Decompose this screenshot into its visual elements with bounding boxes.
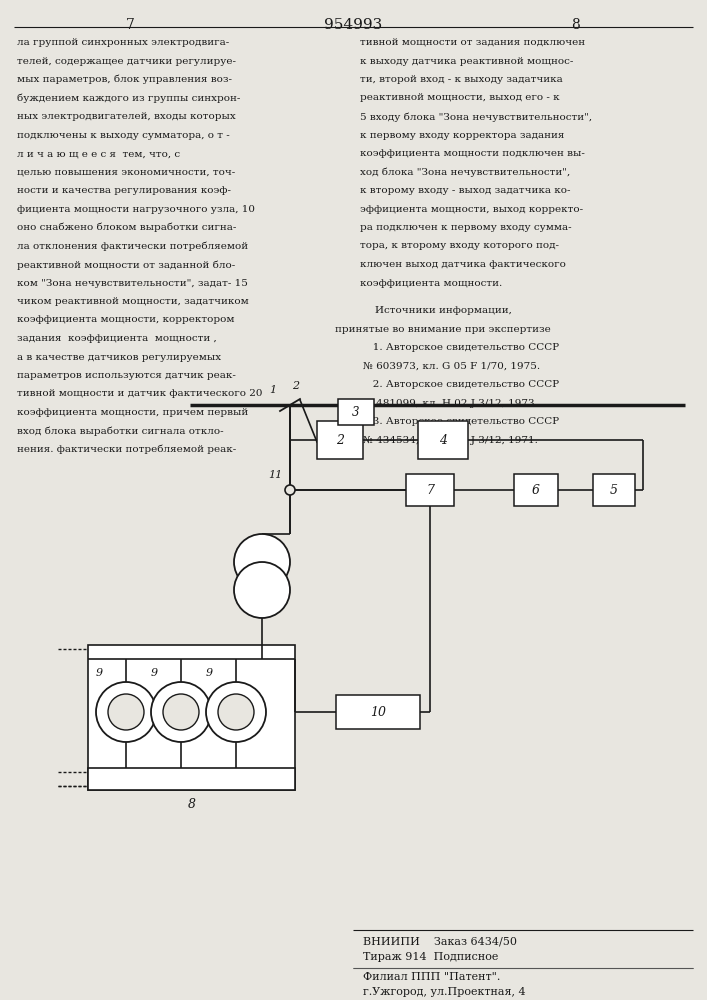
Text: тивной мощности и датчик фактического 20: тивной мощности и датчик фактического 20: [17, 389, 262, 398]
Text: целью повышения экономичности, точ-: целью повышения экономичности, точ-: [17, 167, 235, 176]
Circle shape: [96, 682, 156, 742]
Text: принятые во внимание при экспертизе: принятые во внимание при экспертизе: [335, 325, 551, 334]
Text: эффициента мощности, выход корректо-: эффициента мощности, выход корректо-: [360, 205, 583, 214]
Bar: [88, 645, 295, 790]
Text: 9: 9: [206, 668, 213, 678]
Text: ключен выход датчика фактического: ключен выход датчика фактического: [360, 260, 566, 269]
Text: 954993: 954993: [324, 18, 382, 32]
Text: тора, к второму входу которого под-: тора, к второму входу которого под-: [360, 241, 559, 250]
Circle shape: [206, 682, 266, 742]
Circle shape: [163, 694, 199, 730]
Bar: [406, 474, 454, 506]
Text: ла группой синхронных электродвига-: ла группой синхронных электродвига-: [17, 38, 229, 47]
Circle shape: [234, 534, 290, 590]
Text: 3: 3: [352, 406, 360, 418]
Text: фициента мощности нагрузочного узла, 10: фициента мощности нагрузочного узла, 10: [17, 205, 255, 214]
Text: № 603973, кл. G 05 F 1/70, 1975.: № 603973, кл. G 05 F 1/70, 1975.: [363, 362, 540, 371]
Text: 2: 2: [336, 434, 344, 446]
Text: подключены к выходу сумматора, о т -: подключены к выходу сумматора, о т -: [17, 130, 230, 139]
Text: 9: 9: [151, 668, 158, 678]
Text: 9: 9: [95, 668, 103, 678]
Bar: [88, 768, 295, 790]
Bar: [317, 421, 363, 459]
Text: параметров используются датчик реак-: параметров используются датчик реак-: [17, 371, 236, 380]
Bar: [336, 695, 420, 729]
Text: г.Ужгород, ул.Проектная, 4: г.Ужгород, ул.Проектная, 4: [363, 987, 525, 997]
Text: 8: 8: [572, 18, 580, 32]
Text: Источники информации,: Источники информации,: [375, 306, 511, 315]
Text: 1. Авторское свидетельство СССР: 1. Авторское свидетельство СССР: [363, 343, 559, 352]
Circle shape: [285, 485, 295, 495]
Text: ти, второй вход - к выходу задатчика: ти, второй вход - к выходу задатчика: [360, 75, 563, 84]
Text: 2. Авторское свидетельство СССР: 2. Авторское свидетельство СССР: [363, 380, 559, 389]
Text: реактивной мощности от заданной бло-: реактивной мощности от заданной бло-: [17, 260, 235, 269]
Text: задания  коэффициента  мощности ,: задания коэффициента мощности ,: [17, 334, 217, 343]
Text: к первому входу корректора задания: к первому входу корректора задания: [360, 130, 564, 139]
Text: вход блока выработки сигнала откло-: вход блока выработки сигнала откло-: [17, 426, 223, 436]
Text: ком "Зона нечувствительности", задат- 15: ком "Зона нечувствительности", задат- 15: [17, 278, 248, 288]
Text: коэффициента мощности, корректором: коэффициента мощности, корректором: [17, 316, 235, 324]
Text: ла отклонения фактически потребляемой: ла отклонения фактически потребляемой: [17, 241, 248, 251]
Text: ра подключен к первому входу сумма-: ра подключен к первому входу сумма-: [360, 223, 572, 232]
Text: 7: 7: [426, 484, 434, 496]
Circle shape: [234, 562, 290, 618]
Text: № 434534, кл. Н 02 J 3/12, 1971.: № 434534, кл. Н 02 J 3/12, 1971.: [363, 436, 538, 445]
Text: а в качестве датчиков регулируемых: а в качестве датчиков регулируемых: [17, 353, 221, 361]
Text: 11: 11: [268, 470, 282, 480]
Text: оно снабжено блоком выработки сигна-: оно снабжено блоком выработки сигна-: [17, 223, 236, 232]
Text: № 481099, кл. Н 02 J 3/12, 1973.: № 481099, кл. Н 02 J 3/12, 1973.: [363, 399, 538, 408]
Text: ход блока "Зона нечувствительности",: ход блока "Зона нечувствительности",: [360, 167, 571, 177]
Text: 2: 2: [292, 381, 299, 391]
Bar: [514, 474, 558, 506]
Text: 6: 6: [532, 484, 540, 496]
Bar: [338, 399, 374, 425]
Text: ных электродвигателей, входы которых: ных электродвигателей, входы которых: [17, 112, 235, 121]
Text: 5 входу блока "Зона нечувствительности",: 5 входу блока "Зона нечувствительности",: [360, 112, 592, 121]
Text: 10: 10: [370, 706, 386, 718]
Circle shape: [151, 682, 211, 742]
Text: к второму входу - выход задатчика ко-: к второму входу - выход задатчика ко-: [360, 186, 571, 195]
Text: 8: 8: [187, 798, 196, 811]
Text: Тираж 914  Подписное: Тираж 914 Подписное: [363, 952, 498, 962]
Circle shape: [218, 694, 254, 730]
Bar: [593, 474, 635, 506]
Text: к выходу датчика реактивной мощнос-: к выходу датчика реактивной мощнос-: [360, 56, 573, 66]
Text: 5: 5: [610, 484, 618, 496]
Text: ВНИИПИ    Заказ 6434/50: ВНИИПИ Заказ 6434/50: [363, 936, 517, 946]
Text: 1: 1: [269, 385, 276, 395]
Text: ности и качества регулирования коэф-: ности и качества регулирования коэф-: [17, 186, 231, 195]
Text: чиком реактивной мощности, задатчиком: чиком реактивной мощности, задатчиком: [17, 297, 249, 306]
Text: 7: 7: [126, 18, 134, 32]
Text: 4: 4: [439, 434, 447, 446]
Text: реактивной мощности, выход его - к: реактивной мощности, выход его - к: [360, 94, 560, 103]
Text: л и ч а ю щ е е с я  тем, что, с: л и ч а ю щ е е с я тем, что, с: [17, 149, 180, 158]
Text: нения. фактически потребляемой реак-: нения. фактически потребляемой реак-: [17, 445, 236, 454]
Text: мых параметров, блок управления воз-: мых параметров, блок управления воз-: [17, 75, 232, 85]
Text: буждением каждого из группы синхрон-: буждением каждого из группы синхрон-: [17, 94, 240, 103]
Circle shape: [108, 694, 144, 730]
Text: коэффициента мощности, причем первый: коэффициента мощности, причем первый: [17, 408, 248, 417]
Text: коэффициента мощности.: коэффициента мощности.: [360, 278, 502, 288]
Bar: [418, 421, 468, 459]
Text: телей, содержащее датчики регулируе-: телей, содержащее датчики регулируе-: [17, 56, 236, 66]
Text: 3. Авторское свидетельство СССР: 3. Авторское свидетельство СССР: [363, 417, 559, 426]
Text: коэффициента мощности подключен вы-: коэффициента мощности подключен вы-: [360, 149, 585, 158]
Text: тивной мощности от задания подключен: тивной мощности от задания подключен: [360, 38, 585, 47]
Text: Филиал ППП "Патент".: Филиал ППП "Патент".: [363, 972, 501, 982]
